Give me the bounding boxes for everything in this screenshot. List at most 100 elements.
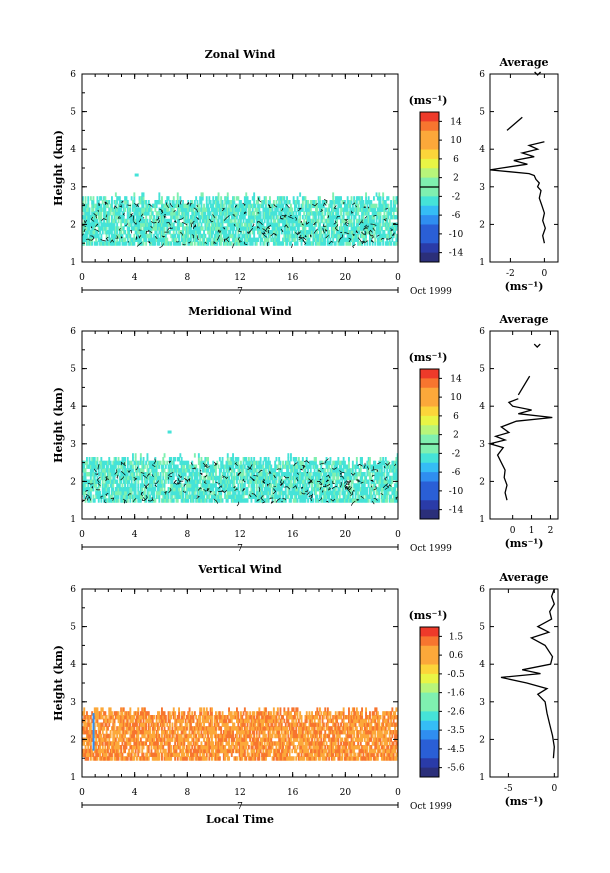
zero-contour	[251, 223, 255, 228]
heatmap-cell	[294, 498, 296, 503]
heatmap-cell	[362, 464, 365, 469]
heatmap-cell	[113, 490, 116, 496]
heatmap-cell	[303, 479, 306, 484]
heatmap-cell	[139, 230, 142, 235]
heatmap-cell	[220, 196, 223, 201]
heatmap-cell	[243, 457, 246, 462]
heatmap-cell	[151, 226, 154, 231]
heatmap-cell	[338, 200, 341, 205]
heatmap-cell	[263, 211, 266, 216]
heatmap-cell	[359, 494, 362, 499]
heatmap-cell	[387, 226, 390, 231]
heatmap-cell	[387, 211, 390, 216]
heatmap-cell	[240, 498, 242, 503]
heatmap-cell	[253, 192, 256, 197]
heatmap-cell	[132, 457, 134, 462]
heatmap-cell	[136, 468, 138, 473]
heatmap-cell	[283, 233, 286, 239]
heatmap-cell	[257, 203, 259, 209]
heatmap-cell	[279, 226, 282, 231]
heatmap-cell	[243, 498, 246, 503]
heatmap-cell	[84, 233, 87, 239]
heatmap-cell	[221, 200, 224, 205]
zero-contour	[95, 472, 99, 475]
heatmap-cell	[225, 211, 228, 216]
heatmap-cell	[184, 479, 187, 484]
heatmap-cell	[215, 479, 217, 484]
heatmap-cell	[101, 475, 104, 481]
heatmap-cell	[251, 215, 254, 220]
heatmap-cell	[261, 490, 263, 496]
heatmap-cell	[170, 464, 173, 469]
heatmap-cell	[197, 453, 200, 458]
heatmap-cell	[247, 203, 250, 209]
heatmap-cell	[311, 498, 313, 503]
heatmap-cell	[111, 464, 113, 469]
heatmap-cell	[317, 203, 320, 209]
heatmap-cell	[220, 475, 223, 481]
heatmap-cell	[290, 479, 292, 484]
heatmap-cell	[215, 487, 217, 492]
heatmap-cell	[321, 218, 324, 224]
heatmap-cell	[220, 241, 223, 246]
heatmap-cell	[176, 483, 179, 488]
heatmap-cell	[307, 237, 309, 242]
heatmap-cell	[133, 241, 136, 246]
heatmap-cell	[361, 203, 363, 209]
heatmap-cell	[373, 498, 375, 503]
heatmap-cell	[215, 483, 217, 488]
heatmap-cell	[228, 483, 230, 488]
zero-contour	[169, 203, 173, 208]
zero-contour	[203, 489, 206, 492]
heatmap-cell	[369, 494, 371, 499]
heatmap-cell	[161, 237, 163, 242]
heatmap-cell	[157, 472, 159, 477]
heatmap-cell	[315, 457, 317, 462]
heatmap-cell	[383, 468, 386, 473]
heatmap-cell	[254, 475, 257, 481]
heatmap-cell	[390, 203, 392, 209]
heatmap-cell	[326, 218, 329, 224]
heatmap-cell	[386, 475, 389, 481]
zero-contour	[114, 469, 118, 475]
heatmap-cell	[132, 215, 134, 220]
heatmap-cell	[280, 241, 283, 246]
heatmap-cell	[95, 460, 98, 466]
heatmap-cell	[305, 203, 308, 209]
heatmap-cell	[253, 203, 256, 209]
heatmap-cell	[297, 207, 300, 212]
heatmap-cell	[286, 472, 288, 477]
heatmap-cell	[162, 468, 165, 473]
zero-contour	[303, 460, 310, 464]
heatmap-cell	[254, 237, 257, 242]
heatmap-cell	[394, 215, 396, 220]
heatmap-cell	[129, 475, 132, 481]
heatmap-cell	[299, 468, 302, 473]
heatmap-cell	[300, 479, 303, 484]
heatmap-cell	[161, 200, 163, 205]
heatmap-cell	[266, 222, 269, 227]
heatmap-cell	[136, 494, 138, 499]
heatmap-cell	[101, 483, 104, 488]
heatmap-cell	[221, 222, 224, 227]
heatmap-cell	[186, 237, 188, 242]
heatmap-cell	[299, 218, 302, 224]
heatmap-cell	[193, 211, 196, 216]
heatmap-cell	[84, 215, 87, 220]
heatmap-cell	[300, 475, 303, 481]
heatmap-cell	[322, 222, 325, 227]
heatmap-cell	[362, 498, 365, 503]
heatmap-cell	[203, 241, 205, 246]
heatmap-cell	[249, 200, 252, 205]
heatmap-cell	[394, 230, 396, 235]
heatmap-cell	[97, 468, 100, 473]
heatmap-cell	[220, 468, 223, 473]
heatmap-cell	[375, 192, 378, 197]
heatmap-cell	[138, 200, 141, 205]
heatmap-cell	[278, 211, 281, 216]
heatmap-cell	[130, 483, 133, 488]
heatmap-cell	[146, 226, 149, 231]
heatmap-cell	[255, 237, 258, 242]
heatmap-cell	[207, 211, 209, 216]
heatmap-cell	[121, 498, 124, 503]
